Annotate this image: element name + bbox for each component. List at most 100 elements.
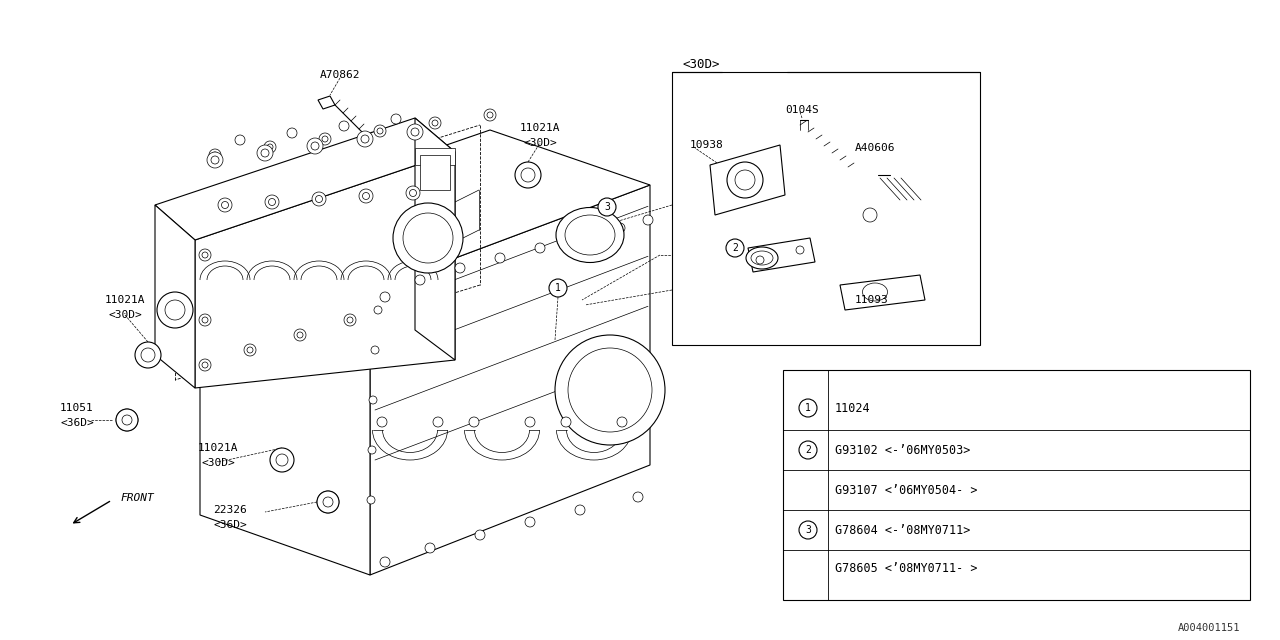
Circle shape: [270, 448, 294, 472]
Circle shape: [141, 348, 155, 362]
Text: 3: 3: [805, 525, 812, 535]
Circle shape: [357, 131, 372, 147]
Ellipse shape: [746, 247, 778, 269]
Circle shape: [287, 128, 297, 138]
Circle shape: [116, 409, 138, 431]
Text: 2: 2: [732, 243, 739, 253]
Circle shape: [134, 342, 161, 368]
Text: 11021A: 11021A: [520, 123, 561, 133]
Circle shape: [403, 213, 453, 263]
Circle shape: [486, 112, 493, 118]
Circle shape: [269, 198, 275, 205]
Circle shape: [323, 136, 328, 142]
Polygon shape: [672, 72, 980, 345]
Text: A70862: A70862: [320, 70, 360, 80]
Polygon shape: [840, 275, 925, 310]
Circle shape: [411, 128, 419, 136]
Circle shape: [799, 521, 817, 539]
Circle shape: [371, 346, 379, 354]
Text: <30D>: <30D>: [108, 310, 142, 320]
Circle shape: [311, 142, 319, 150]
Circle shape: [598, 198, 616, 216]
Circle shape: [575, 232, 585, 242]
Circle shape: [726, 239, 744, 257]
Circle shape: [218, 198, 232, 212]
Text: 22326: 22326: [214, 505, 247, 515]
Circle shape: [362, 193, 370, 200]
Circle shape: [374, 306, 381, 314]
Circle shape: [198, 249, 211, 261]
Text: G78604 <-’08MY0711>: G78604 <-’08MY0711>: [835, 524, 970, 536]
Text: <36D>: <36D>: [214, 520, 247, 530]
Circle shape: [212, 152, 218, 158]
Circle shape: [369, 396, 378, 404]
Circle shape: [525, 417, 535, 427]
Circle shape: [614, 223, 625, 233]
Circle shape: [406, 186, 420, 200]
Circle shape: [575, 505, 585, 515]
Circle shape: [347, 317, 353, 323]
Circle shape: [221, 202, 229, 209]
Circle shape: [211, 156, 219, 164]
Circle shape: [157, 292, 193, 328]
Circle shape: [358, 189, 372, 203]
Polygon shape: [748, 238, 815, 272]
Circle shape: [735, 170, 755, 190]
Text: 11093: 11093: [855, 295, 888, 305]
Circle shape: [617, 417, 627, 427]
Circle shape: [319, 133, 332, 145]
Polygon shape: [200, 230, 370, 575]
Circle shape: [393, 203, 463, 273]
Ellipse shape: [564, 215, 614, 255]
Circle shape: [643, 215, 653, 225]
Circle shape: [515, 162, 541, 188]
Circle shape: [307, 138, 323, 154]
Circle shape: [415, 275, 425, 285]
Circle shape: [556, 335, 666, 445]
Circle shape: [297, 332, 303, 338]
Circle shape: [407, 124, 422, 140]
Polygon shape: [195, 152, 454, 388]
Text: G93102 <-’06MY0503>: G93102 <-’06MY0503>: [835, 444, 970, 456]
Polygon shape: [155, 205, 195, 388]
Circle shape: [374, 125, 387, 137]
Polygon shape: [420, 155, 451, 190]
Text: 11024: 11024: [835, 401, 870, 415]
Circle shape: [535, 243, 545, 253]
Circle shape: [484, 109, 497, 121]
Circle shape: [122, 415, 132, 425]
Circle shape: [433, 417, 443, 427]
Polygon shape: [415, 118, 454, 360]
Circle shape: [863, 208, 877, 222]
Text: 0104S: 0104S: [785, 105, 819, 115]
Polygon shape: [415, 148, 454, 165]
Circle shape: [525, 517, 535, 527]
Circle shape: [315, 195, 323, 202]
Circle shape: [261, 149, 269, 157]
Text: FRONT: FRONT: [120, 493, 154, 503]
Circle shape: [425, 543, 435, 553]
Circle shape: [323, 497, 333, 507]
Circle shape: [568, 348, 652, 432]
Ellipse shape: [863, 283, 887, 301]
Text: 11021A: 11021A: [197, 443, 238, 453]
Circle shape: [410, 189, 416, 196]
Text: G93107 <’06MY0504- >: G93107 <’06MY0504- >: [835, 483, 978, 497]
Circle shape: [317, 491, 339, 513]
Circle shape: [339, 121, 349, 131]
Text: A40606: A40606: [855, 143, 896, 153]
Circle shape: [433, 120, 438, 126]
Polygon shape: [200, 130, 650, 290]
Circle shape: [165, 300, 186, 320]
Text: <30D>: <30D>: [682, 58, 719, 70]
Circle shape: [361, 135, 369, 143]
Circle shape: [468, 417, 479, 427]
Text: <30D>: <30D>: [201, 458, 234, 468]
Circle shape: [202, 317, 209, 323]
Circle shape: [244, 344, 256, 356]
Circle shape: [495, 253, 506, 263]
Text: 1: 1: [805, 403, 812, 413]
Circle shape: [369, 446, 376, 454]
Circle shape: [799, 441, 817, 459]
Circle shape: [380, 292, 390, 302]
